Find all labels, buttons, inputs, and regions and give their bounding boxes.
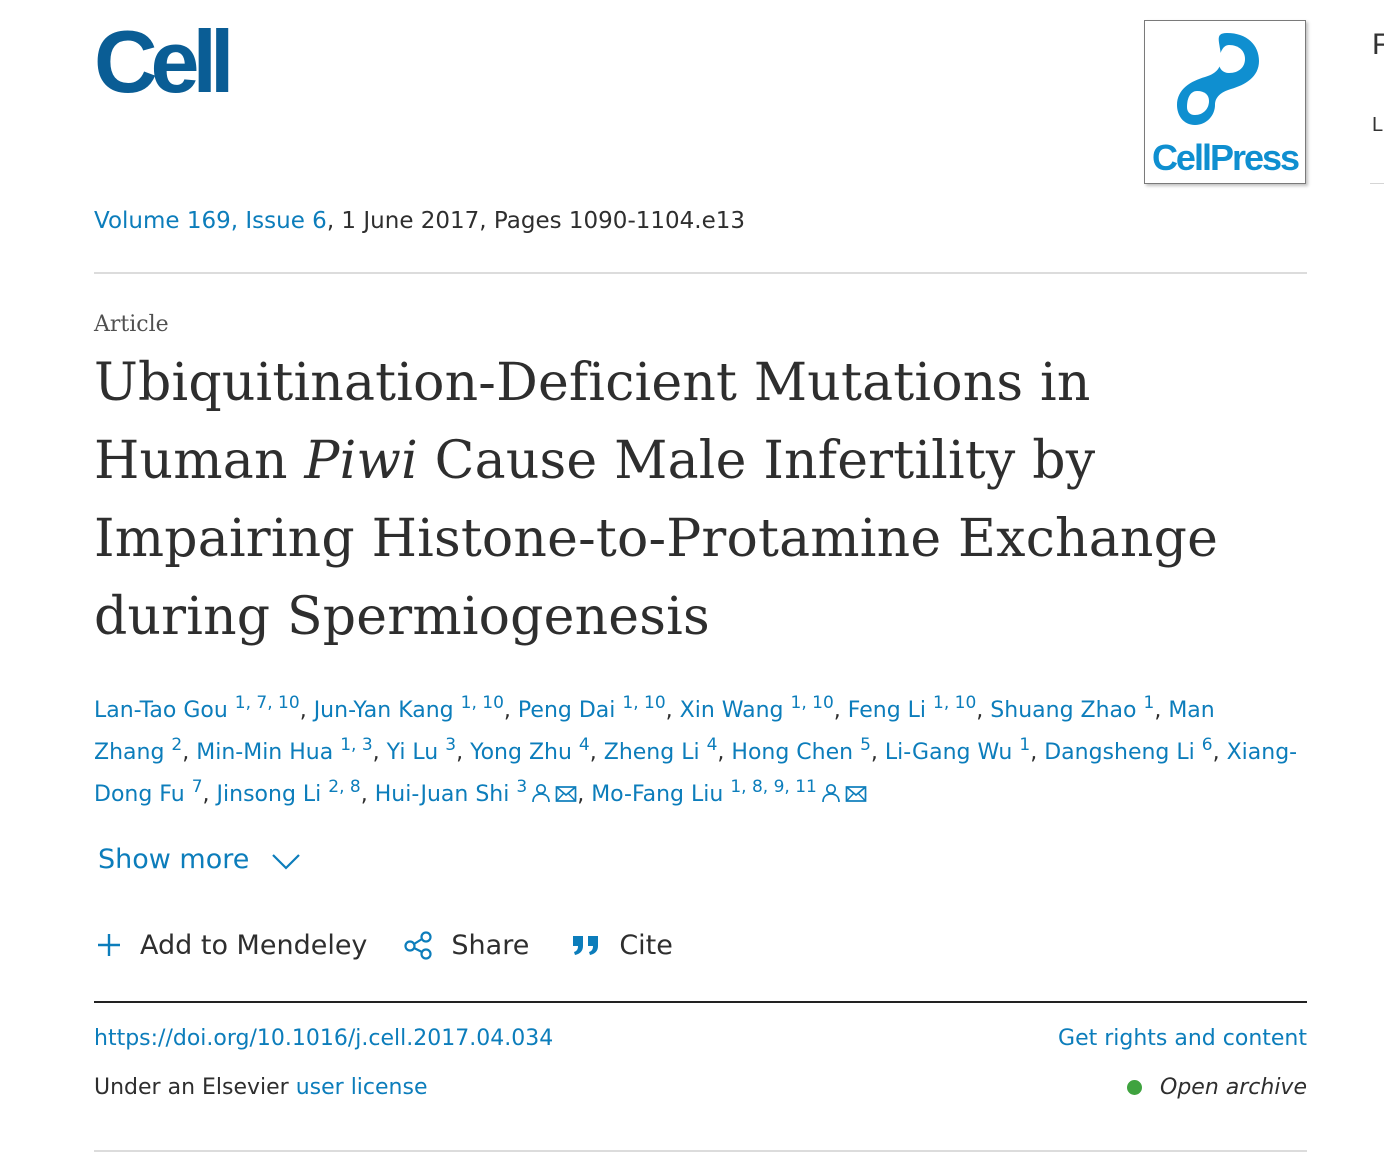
article-actions: Add to Mendeley Share Cite xyxy=(96,924,673,966)
cellpress-wordmark: CellPress xyxy=(1151,137,1300,178)
person-icon[interactable] xyxy=(531,776,551,818)
author-name[interactable]: Yi Lu xyxy=(386,740,439,765)
user-license-link[interactable]: user license xyxy=(295,1075,428,1100)
person-icon[interactable] xyxy=(821,776,841,818)
author-affiliation[interactable]: 1, 7, 10 xyxy=(234,693,300,713)
author-name[interactable]: Man Zhang xyxy=(94,698,1215,765)
article-type-label: Article xyxy=(94,312,169,337)
author-name[interactable]: Mo-Fang Liu xyxy=(591,782,724,807)
email-icon[interactable] xyxy=(845,776,867,818)
author-name[interactable]: Yong Zhu xyxy=(470,740,572,765)
doi-link[interactable]: https://doi.org/10.1016/j.cell.2017.04.0… xyxy=(94,1026,554,1051)
edge-fragment-middle: L xyxy=(1372,114,1384,136)
edge-fragment-top: F xyxy=(1372,28,1384,61)
show-more-button[interactable]: Show more xyxy=(98,844,301,875)
author-name[interactable]: Jun-Yan Kang xyxy=(313,698,454,723)
author-affiliation[interactable]: 5 xyxy=(860,735,871,755)
add-to-mendeley-button[interactable]: Add to Mendeley xyxy=(96,930,367,961)
quote-icon xyxy=(573,936,599,955)
author-name[interactable]: Shuang Zhao xyxy=(990,698,1137,723)
author-affiliation[interactable]: 1, 10 xyxy=(933,693,977,713)
author-name[interactable]: Min-Min Hua xyxy=(196,740,334,765)
author-affiliation[interactable]: 2, 8 xyxy=(328,777,361,797)
share-button[interactable]: Share xyxy=(403,930,529,961)
author-affiliation[interactable]: 7 xyxy=(191,777,203,797)
author-name[interactable]: Hui-Juan Shi xyxy=(374,782,510,807)
author-affiliation[interactable]: 1, 8, 9, 11 xyxy=(730,777,817,797)
cellpress-symbol-icon xyxy=(1177,33,1259,125)
author-name[interactable]: Zheng Li xyxy=(603,740,700,765)
open-archive-dot-icon xyxy=(1127,1080,1142,1095)
author-name[interactable]: Feng Li xyxy=(847,698,927,723)
author-name[interactable]: Jinsong Li xyxy=(216,782,322,807)
author-affiliation[interactable]: 3 xyxy=(445,735,457,755)
author-affiliation[interactable]: 2 xyxy=(171,735,183,755)
share-label: Share xyxy=(451,929,530,961)
author-name[interactable]: Xiang-Dong Fu xyxy=(94,740,1298,807)
share-icon xyxy=(404,931,433,960)
author-name[interactable]: Dangsheng Li xyxy=(1044,740,1195,765)
author-affiliation[interactable]: 4 xyxy=(706,735,718,755)
author-affiliation[interactable]: 1, 10 xyxy=(790,693,834,713)
author-affiliation[interactable]: 1, 10 xyxy=(460,693,504,713)
actions-divider xyxy=(94,1001,1307,1003)
edge-divider xyxy=(1370,183,1384,184)
open-archive-badge: Open archive xyxy=(1127,1075,1307,1100)
issue-date-pages: , 1 June 2017, Pages 1090-1104.e13 xyxy=(326,208,746,234)
license-info: Under an Elsevier user license xyxy=(94,1075,428,1100)
open-archive-label: Open archive xyxy=(1160,1075,1307,1100)
author-affiliation[interactable]: 6 xyxy=(1201,735,1213,755)
header-divider xyxy=(94,272,1307,274)
chevron-down-icon xyxy=(272,853,301,870)
email-icon[interactable] xyxy=(555,776,577,818)
author-name[interactable]: Xin Wang xyxy=(679,698,784,723)
author-name[interactable]: Peng Dai xyxy=(517,698,616,723)
author-name[interactable]: Li-Gang Wu xyxy=(884,740,1013,765)
cite-button[interactable]: Cite xyxy=(571,930,673,961)
author-name[interactable]: Hong Chen xyxy=(731,740,854,765)
issue-info: Volume 169, Issue 6, 1 June 2017, Pages … xyxy=(94,208,746,234)
author-affiliation[interactable]: 1 xyxy=(1143,693,1155,713)
author-affiliation[interactable]: 1, 10 xyxy=(622,693,666,713)
cite-label: Cite xyxy=(619,929,673,961)
author-affiliation[interactable]: 1, 3 xyxy=(340,735,373,755)
license-prefix: Under an Elsevier xyxy=(94,1075,296,1100)
rights-link[interactable]: Get rights and content xyxy=(1058,1026,1307,1051)
author-affiliation[interactable]: 3 xyxy=(516,777,528,797)
author-affiliation[interactable]: 4 xyxy=(578,735,590,755)
author-list: Lan-Tao Gou 1, 7, 10, Jun-Yan Kang 1, 10… xyxy=(94,690,1309,818)
volume-link[interactable]: Volume 169 xyxy=(94,208,231,234)
cell-journal-logo[interactable]: Cell xyxy=(94,12,234,111)
show-more-label: Show more xyxy=(98,844,250,875)
add-to-mendeley-label: Add to Mendeley xyxy=(140,929,368,961)
article-title: Ubiquitination-Deficient Mutations in Hu… xyxy=(94,353,1219,647)
plus-icon xyxy=(98,934,120,956)
issue-link[interactable]: Issue 6 xyxy=(245,208,327,234)
author-name[interactable]: Lan-Tao Gou xyxy=(94,698,228,723)
footer-divider xyxy=(94,1150,1307,1152)
author-affiliation[interactable]: 1 xyxy=(1019,735,1031,755)
title-italic-gene: Piwi xyxy=(304,431,418,491)
cellpress-logo[interactable]: CellPress xyxy=(1144,20,1306,184)
